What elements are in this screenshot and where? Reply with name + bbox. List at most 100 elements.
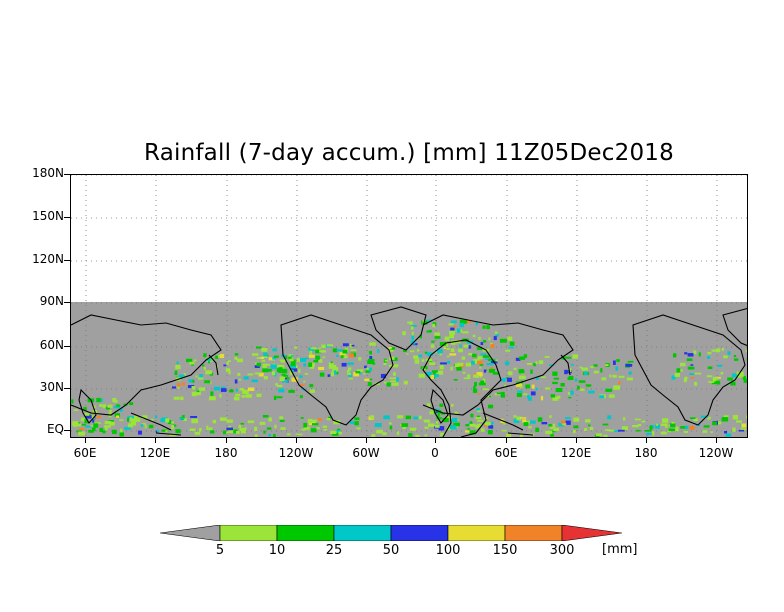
rain-cell [430, 410, 433, 413]
rain-cell [228, 370, 231, 375]
rain-cell [198, 387, 206, 391]
rain-cell [535, 361, 538, 365]
rain-cell [394, 364, 399, 368]
rain-cell [280, 360, 285, 363]
rain-cell [290, 368, 298, 372]
rain-cell [203, 366, 206, 370]
rain-cell [605, 388, 613, 392]
rain-cell [372, 362, 376, 365]
rain-cell [407, 321, 412, 324]
rain-cell [725, 433, 732, 437]
rain-cell [177, 383, 181, 388]
rain-cell [237, 358, 243, 363]
coastline-path [71, 314, 222, 416]
rain-cell [615, 366, 618, 371]
colorbar-upper-extend [561, 525, 622, 541]
rain-cell [326, 418, 330, 421]
rain-cell [550, 430, 556, 433]
rain-cell [114, 413, 120, 417]
rain-cell [433, 374, 439, 378]
rain-cell [298, 368, 301, 373]
rain-cell [450, 327, 455, 331]
longitude-label: 180 [634, 446, 658, 460]
rain-cell [124, 427, 131, 430]
rain-cell [309, 384, 314, 388]
latitude-tick [64, 430, 70, 431]
rain-cell [278, 388, 285, 393]
rain-cell [418, 373, 425, 378]
rain-cell [276, 396, 283, 399]
rain-cell [282, 380, 289, 383]
latitude-tick [64, 217, 70, 218]
latitude-tick [64, 260, 70, 261]
rain-cell [366, 367, 370, 372]
rain-cell [234, 353, 239, 356]
rain-cell [268, 418, 272, 422]
rain-cell [318, 347, 321, 351]
rain-cell [364, 378, 370, 382]
rain-cell [71, 399, 74, 404]
rain-cell [303, 380, 306, 383]
rain-cell [237, 372, 241, 376]
rain-cell [376, 429, 383, 434]
rain-cell [535, 376, 539, 380]
rain-cell [276, 384, 283, 387]
rain-cell [212, 419, 217, 424]
rain-cell [312, 423, 319, 426]
colorbar-segment [447, 525, 506, 541]
rain-cell [183, 418, 187, 421]
rain-cell [193, 359, 197, 362]
map-title: Rainfall (7-day accum.) [mm] 11Z05Dec201… [144, 140, 674, 166]
rain-cell [478, 336, 481, 340]
rain-cell [490, 423, 493, 426]
latitude-label: 120N [32, 252, 64, 266]
rain-cell [353, 371, 360, 377]
colorbar-segment [276, 525, 335, 541]
rain-cell [449, 334, 454, 339]
rain-cell [91, 427, 96, 432]
rain-cell [541, 422, 548, 425]
rain-cell [745, 349, 747, 353]
rain-cell [99, 427, 104, 432]
rain-cell [261, 359, 266, 362]
rain-cell [229, 389, 234, 393]
rain-cell [477, 356, 483, 360]
rain-cell [369, 350, 372, 355]
rain-cell [459, 319, 467, 324]
rain-cell [482, 378, 486, 383]
rain-cell [81, 423, 86, 426]
rain-cell [175, 365, 181, 370]
rain-cell [490, 343, 495, 349]
rain-cell [177, 386, 180, 389]
rain-cell [305, 357, 309, 360]
rain-cell [364, 365, 367, 369]
rain-cell [437, 417, 442, 420]
rain-cell [472, 353, 477, 358]
rain-cell [235, 431, 240, 434]
rain-cell [690, 417, 696, 419]
rain-cell [628, 371, 632, 375]
rain-cell [411, 335, 415, 340]
rain-cell [609, 374, 612, 378]
rain-cell [347, 369, 350, 374]
rain-cell [304, 373, 309, 375]
rain-cell [626, 377, 633, 381]
rain-cell [683, 431, 688, 433]
rain-cell [483, 340, 487, 343]
rain-cell [262, 368, 269, 373]
rain-cell [191, 391, 197, 397]
rain-cell [451, 417, 458, 423]
rain-cell [358, 372, 362, 375]
rain-cell [273, 395, 277, 400]
rain-cell [238, 378, 242, 381]
rain-cell [263, 352, 268, 357]
rain-cell [167, 419, 172, 424]
rain-cell [109, 420, 115, 424]
rain-cell [708, 416, 711, 419]
rain-cell [480, 353, 487, 356]
rain-cell [501, 429, 507, 432]
rain-cell [225, 368, 230, 372]
rain-cell [462, 371, 466, 374]
rain-cell [182, 415, 185, 418]
rain-cell [519, 375, 526, 380]
